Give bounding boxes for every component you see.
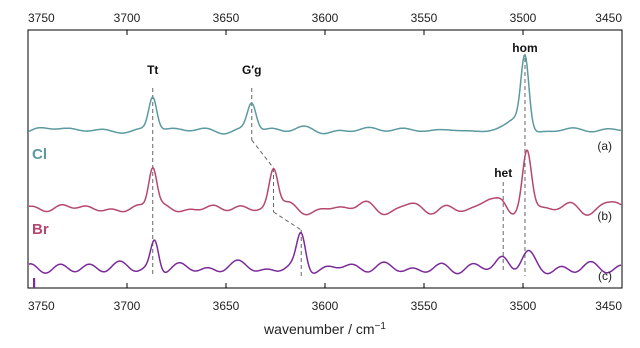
series-labels: Cl (a) Br (b) I (c) xyxy=(32,139,612,292)
spectrum-traces xyxy=(28,53,622,275)
peak-annotation-0: Tt xyxy=(147,63,158,77)
bottom-tick-label: 3750 xyxy=(28,299,55,313)
top-tick-label: 3550 xyxy=(411,11,438,25)
spectrum-line-cl xyxy=(28,53,622,135)
bottom-tick-label: 3550 xyxy=(411,299,438,313)
top-tick-label: 3750 xyxy=(28,11,55,25)
top-tick-label: 3700 xyxy=(114,11,141,25)
top-tick-label: 3600 xyxy=(312,11,339,25)
tick-marks xyxy=(27,30,623,288)
plot-frame xyxy=(27,29,623,289)
top-tick-label: 3500 xyxy=(510,11,537,25)
peak-annotation-3: het xyxy=(494,166,512,180)
bottom-tick-label: 3600 xyxy=(312,299,339,313)
spectrum-line-br xyxy=(29,149,622,216)
top-tick-label: 3450 xyxy=(595,11,622,25)
tick-labels: 3750 3750 3700 3700 3650 3650 3600 3600 3550 3550… xyxy=(28,11,622,313)
peak-annotation-1: G′g xyxy=(242,63,262,77)
series-name-label: Br xyxy=(32,221,49,238)
panel-label: (a) xyxy=(597,139,612,153)
series-name-label: I xyxy=(32,275,36,292)
spectrum-line-i xyxy=(28,231,622,275)
bottom-tick-label: 3650 xyxy=(213,299,240,313)
gg-shift-br-i xyxy=(273,211,302,231)
panel-label: (c) xyxy=(598,269,612,283)
bottom-tick-label: 3450 xyxy=(595,299,622,313)
peak-annotation-2: hom xyxy=(512,41,537,55)
panel-label: (b) xyxy=(597,209,612,223)
peak-annotations: Tt G′g hom het xyxy=(147,41,538,180)
guide-lines xyxy=(152,58,526,276)
x-axis-title: wavenumber / cm−1 xyxy=(263,321,386,337)
bottom-tick-label: 3500 xyxy=(510,299,537,313)
top-tick-label: 3650 xyxy=(213,11,240,25)
gg-shift-cl-br xyxy=(251,139,274,169)
series-name-label: Cl xyxy=(32,146,47,163)
bottom-tick-label: 3700 xyxy=(114,299,141,313)
